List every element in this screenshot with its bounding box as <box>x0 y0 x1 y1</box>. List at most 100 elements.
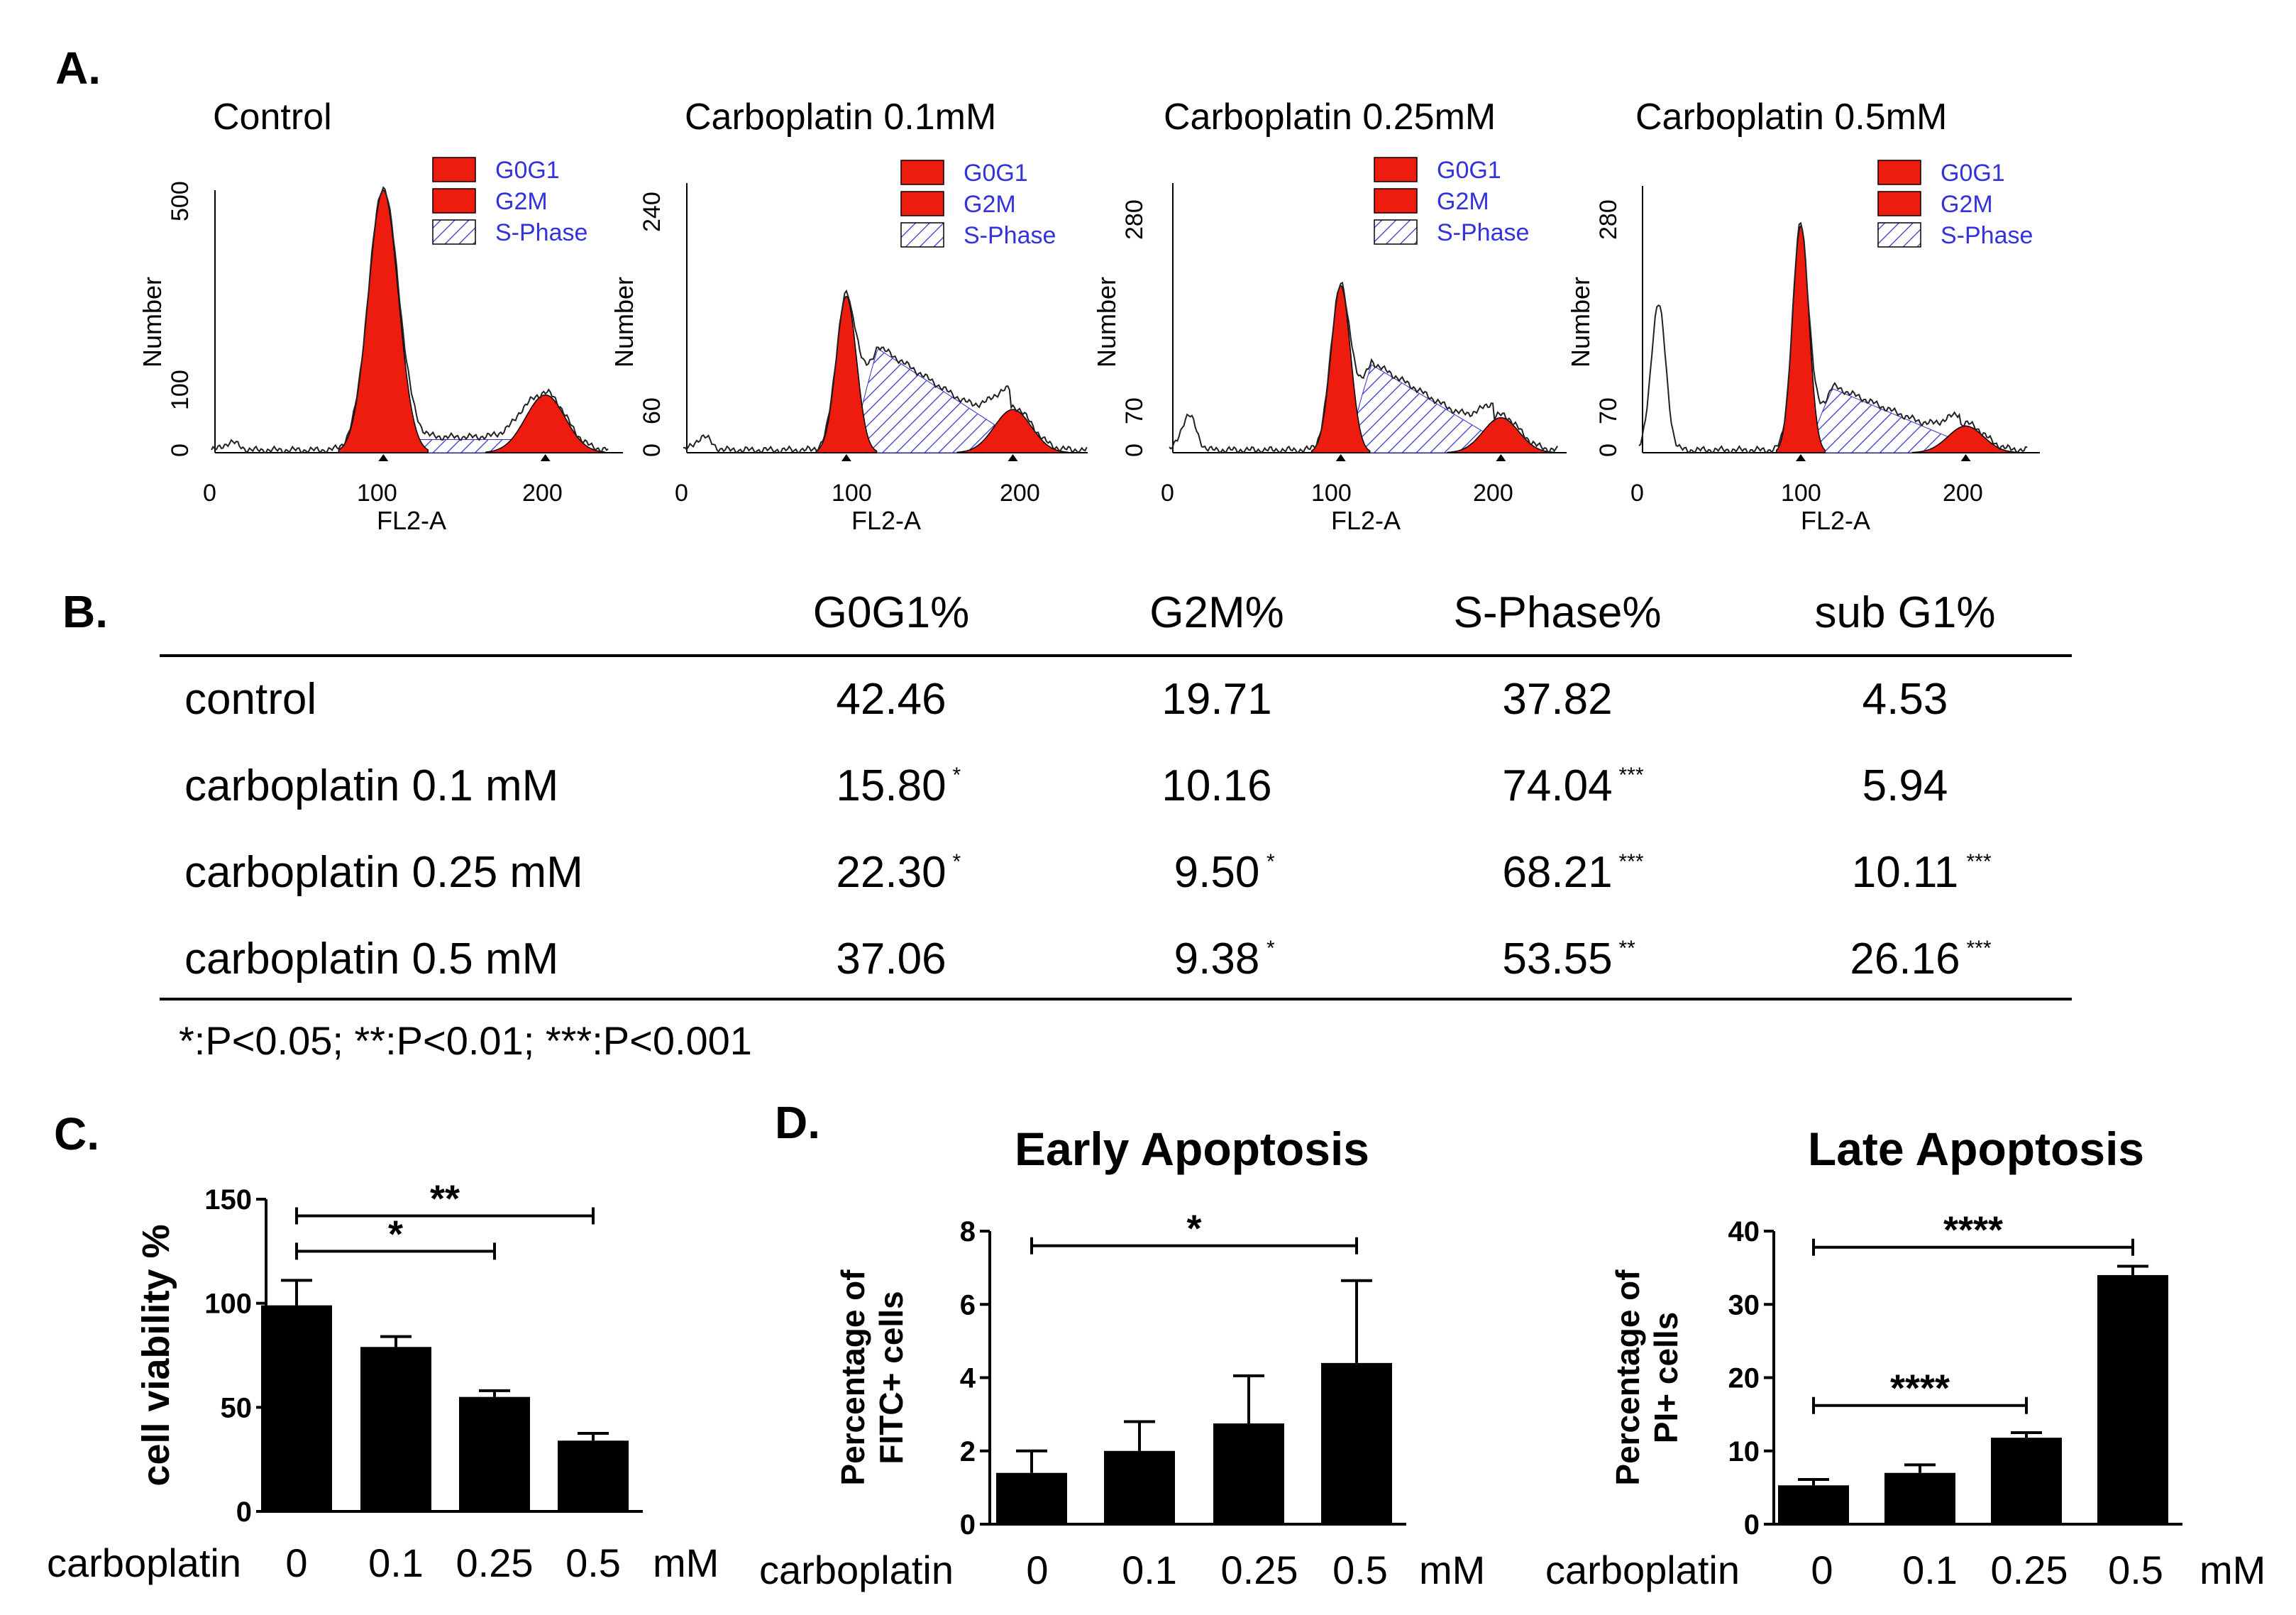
chart-x-tick-label: 0.25 <box>456 1540 534 1585</box>
table-row-label: control <box>184 675 316 724</box>
table-header-cell: G2M% <box>1149 588 1284 637</box>
flow-y-tick-label: 0 <box>1121 443 1148 457</box>
legend-label: G0G1 <box>964 160 1028 187</box>
flow-x-tick-label: 200 <box>1000 480 1040 507</box>
table-cell-significance: *** <box>1619 764 1644 787</box>
chart-bar <box>261 1305 332 1511</box>
flow-x-tick-label: 0 <box>675 480 688 507</box>
table-cell: 4.53 <box>1862 675 1948 724</box>
flow-x-tick-label: 200 <box>522 480 563 507</box>
legend-label: S-Phase <box>495 219 587 246</box>
legend-swatch-s-phase <box>1374 219 1418 245</box>
flow-peak-marker <box>1008 454 1018 461</box>
flow-peak-marker <box>1335 454 1346 461</box>
table-cell-significance: ** <box>1619 937 1636 960</box>
chart-x-label: carboplatin <box>759 1548 954 1592</box>
panel-label-a: A. <box>55 43 101 94</box>
significance-label: * <box>388 1213 403 1255</box>
panel-label-d: D. <box>775 1097 820 1148</box>
table-cell: 26.16 <box>1850 935 1960 983</box>
chart-x-tick-label: 0.25 <box>1991 1548 2068 1592</box>
flow-y-tick-label: 280 <box>1595 199 1622 240</box>
flow-plot-1: Control 0 100 200 FL2-A 0 100 500 Number G0G1 G2M S… <box>138 97 623 535</box>
table-header-cell: G0G1% <box>813 588 970 637</box>
chart-y-label: Percentage of <box>1609 1269 1646 1486</box>
chart-y-tick-label: 8 <box>960 1216 976 1247</box>
chart-x-tick-label: 0 <box>285 1540 307 1585</box>
legend-label: G0G1 <box>495 157 560 184</box>
chart-title: Late Apoptosis <box>1808 1123 2144 1175</box>
table-footnote: *:P<0.05; **:P<0.01; ***:P<0.001 <box>179 1018 752 1063</box>
flow-y-tick-label: 100 <box>167 370 194 410</box>
flow-legend: G0G1 G2M S-Phase <box>900 160 1056 249</box>
chart-y-tick-label: 100 <box>204 1289 252 1320</box>
legend-swatch-g2m <box>900 191 944 216</box>
legend-label: S-Phase <box>1941 222 2033 249</box>
chart-x-tick-label: 0.5 <box>2108 1548 2163 1592</box>
flow-peak-marker <box>1796 454 1806 461</box>
chart-bar <box>2097 1274 2168 1524</box>
chart-x-tick-label: 0.1 <box>1902 1548 1958 1592</box>
table-cell: 10.16 <box>1161 761 1271 810</box>
flow-legend: G0G1 G2M S-Phase <box>1374 157 1529 246</box>
significance-label: **** <box>1890 1367 1950 1410</box>
chart-y-tick-label: 10 <box>1728 1436 1760 1467</box>
flow-x-label: FL2-A <box>851 506 921 535</box>
chart-y-tick-label: 20 <box>1728 1363 1760 1394</box>
chart-bar <box>1884 1472 1955 1524</box>
legend-swatch-g2m <box>1877 191 1921 216</box>
flow-x-tick-label: 100 <box>1311 480 1352 507</box>
flow-legend: G0G1 G2M S-Phase <box>432 157 587 246</box>
flow-y-tick-label: 280 <box>1121 199 1148 240</box>
flow-s-phase-area <box>851 348 1010 453</box>
legend-swatch-s-phase <box>900 222 944 248</box>
flow-plot-4: Carboplatin 0.5mM 0 100 200 FL2-A 0 70 280 Numbe… <box>1566 97 2040 535</box>
flow-y-tick-label: 500 <box>167 181 194 221</box>
flow-y-tick-label: 70 <box>1595 397 1622 424</box>
chart-y-tick-label: 50 <box>221 1392 253 1423</box>
chart-title: Early Apoptosis <box>1015 1123 1369 1175</box>
legend-label: G0G1 <box>1941 160 2005 187</box>
flow-x-tick-label: 100 <box>357 480 397 507</box>
chart-x-tick-label: 0.1 <box>1122 1548 1177 1592</box>
chart-bar <box>459 1396 530 1511</box>
legend-label: S-Phase <box>1437 219 1529 246</box>
legend-label: G0G1 <box>1437 157 1501 184</box>
chart-x-unit: mM <box>1419 1548 1485 1592</box>
legend-swatch-s-phase <box>432 219 476 245</box>
flow-title: Carboplatin 0.1mM <box>685 97 996 138</box>
legend-label: G2M <box>1941 191 1993 218</box>
table-cell: 74.04 <box>1502 761 1612 810</box>
chart-x-tick-label: 0 <box>1811 1548 1833 1592</box>
flow-x-tick-label: 200 <box>1943 480 1983 507</box>
chart-x-tick-label: 0.1 <box>368 1540 424 1585</box>
table-row-label: carboplatin 0.1 mM <box>184 761 558 810</box>
significance-label: * <box>1186 1208 1201 1250</box>
flow-x-tick-label: 0 <box>1161 480 1174 507</box>
chart-x-unit: mM <box>653 1540 719 1585</box>
flow-y-tick-label: 240 <box>639 192 666 232</box>
chart-y-tick-label: 0 <box>236 1497 252 1528</box>
table-cell: 42.46 <box>836 675 946 724</box>
table-cell-significance: * <box>953 850 961 873</box>
chart-bar <box>558 1440 629 1511</box>
table-cell: 15.80 <box>836 761 946 810</box>
legend-label: G2M <box>964 191 1016 218</box>
chart-bar <box>1778 1485 1849 1524</box>
legend-label: G2M <box>1437 188 1489 215</box>
flow-histogram-outline <box>683 289 1088 454</box>
flow-histogram-outline <box>1169 282 1559 454</box>
flow-peak-marker <box>1496 454 1506 461</box>
chart-bar <box>360 1347 431 1511</box>
cell-cycle-table: *:P<0.05; **:P<0.01; ***:P<0.001 G0G1% G2… <box>160 588 2072 1063</box>
flow-x-label: FL2-A <box>377 506 446 535</box>
table-cell-significance: *** <box>1619 850 1644 873</box>
flow-title: Carboplatin 0.5mM <box>1635 97 1947 138</box>
flow-g0g1-peak <box>1776 225 1826 453</box>
chart-y-tick-label: 40 <box>1728 1216 1760 1247</box>
chart-y-tick-label: 0 <box>1744 1509 1760 1540</box>
chart-bar <box>1213 1423 1284 1524</box>
flow-y-tick-label: 60 <box>639 397 666 424</box>
chart-y-tick-label: 0 <box>960 1509 976 1540</box>
chart-bar <box>1321 1362 1392 1524</box>
